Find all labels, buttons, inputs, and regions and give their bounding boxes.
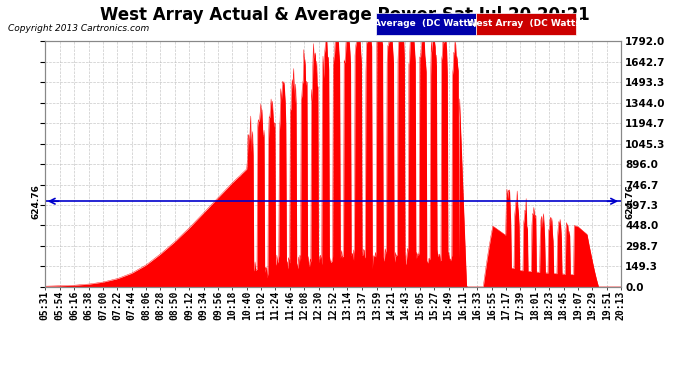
Text: 624.76: 624.76 xyxy=(626,184,635,219)
Text: West Array Actual & Average Power Sat Jul 20 20:21: West Array Actual & Average Power Sat Ju… xyxy=(100,6,590,24)
Text: Copyright 2013 Cartronics.com: Copyright 2013 Cartronics.com xyxy=(8,24,150,33)
Text: West Array  (DC Watts): West Array (DC Watts) xyxy=(467,20,585,28)
Text: Average  (DC Watts): Average (DC Watts) xyxy=(375,20,477,28)
Text: 624.76: 624.76 xyxy=(31,184,40,219)
